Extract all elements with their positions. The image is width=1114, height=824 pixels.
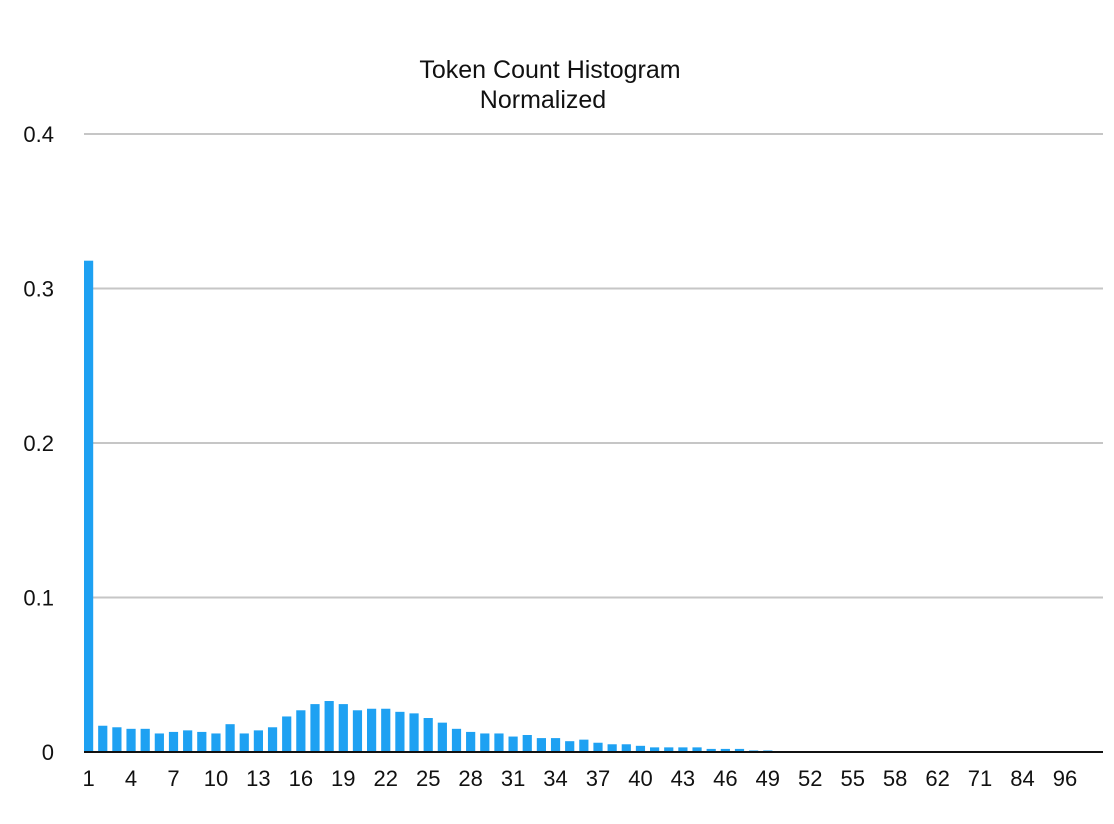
histogram-bar bbox=[367, 708, 377, 752]
histogram-bar bbox=[720, 748, 730, 752]
histogram-bar bbox=[678, 747, 688, 752]
histogram-bar bbox=[168, 731, 179, 752]
histogram-bar bbox=[536, 738, 546, 752]
x-tick-label: 49 bbox=[756, 766, 780, 791]
x-tick-label: 71 bbox=[968, 766, 992, 791]
histogram-bar bbox=[607, 744, 617, 752]
bar-layer bbox=[84, 260, 773, 752]
histogram-bar bbox=[706, 748, 716, 752]
histogram-bar bbox=[126, 728, 136, 752]
histogram-bar bbox=[664, 747, 674, 752]
histogram-bar bbox=[508, 736, 518, 752]
x-tick-label: 13 bbox=[246, 766, 270, 791]
x-tick-label: 55 bbox=[840, 766, 864, 791]
histogram-bar bbox=[112, 727, 122, 752]
x-tick-label: 28 bbox=[458, 766, 482, 791]
x-tick-label: 46 bbox=[713, 766, 737, 791]
histogram-bar bbox=[550, 738, 561, 752]
histogram-bar bbox=[734, 748, 745, 752]
x-tick-label: 19 bbox=[331, 766, 355, 791]
chart-title: Token Count Histogram bbox=[419, 56, 680, 84]
x-tick-label: 43 bbox=[671, 766, 695, 791]
histogram-bar bbox=[451, 728, 462, 752]
histogram-bar bbox=[324, 701, 334, 752]
x-tick-label: 62 bbox=[925, 766, 949, 791]
x-tick-label: 7 bbox=[167, 766, 179, 791]
x-tick-label: 58 bbox=[883, 766, 907, 791]
y-label-layer: 0 0.1 0.2 0.3 0.4 bbox=[23, 122, 54, 765]
x-tick-label: 10 bbox=[204, 766, 228, 791]
histogram-bar bbox=[409, 713, 419, 752]
histogram-bar bbox=[692, 747, 702, 752]
y-tick-label: 0.2 bbox=[23, 431, 54, 456]
histogram-bar bbox=[225, 724, 235, 752]
y-tick-label: 0.1 bbox=[23, 586, 54, 611]
chart-subtitle: Normalized bbox=[480, 86, 606, 114]
histogram-bar bbox=[650, 747, 660, 752]
x-tick-label: 40 bbox=[628, 766, 652, 791]
histogram-bar bbox=[253, 730, 263, 752]
x-tick-label: 52 bbox=[798, 766, 822, 791]
histogram-bar bbox=[338, 704, 348, 752]
x-tick-label: 31 bbox=[501, 766, 525, 791]
x-tick-label: 84 bbox=[1010, 766, 1034, 791]
x-tick-label: 4 bbox=[125, 766, 137, 791]
histogram-bar bbox=[565, 741, 575, 752]
histogram-bar bbox=[437, 722, 447, 752]
histogram-bar bbox=[197, 731, 207, 752]
x-label-layer: 1 4 7 10 13 16 19 22 25 28 31 34 37 40 43 46 49 52 55 58 62 7… bbox=[82, 766, 1077, 791]
histogram-bar bbox=[84, 260, 94, 752]
histogram-bar bbox=[98, 725, 108, 752]
histogram-bar bbox=[423, 718, 433, 752]
histogram-bar bbox=[183, 730, 193, 752]
histogram-bar bbox=[352, 710, 363, 752]
histogram-bar bbox=[211, 733, 221, 752]
x-tick-label: 34 bbox=[543, 766, 567, 791]
histogram-bar bbox=[267, 727, 278, 752]
histogram-bar bbox=[466, 731, 476, 752]
histogram-bar bbox=[494, 733, 504, 752]
histogram-bar bbox=[635, 745, 646, 752]
x-tick-label: 96 bbox=[1053, 766, 1077, 791]
histogram-bar bbox=[480, 733, 490, 752]
grid-layer bbox=[84, 133, 1103, 599]
y-tick-label: 0.4 bbox=[23, 122, 54, 147]
x-tick-label: 22 bbox=[374, 766, 398, 791]
histogram-bar bbox=[593, 742, 603, 752]
histogram-bar bbox=[282, 716, 292, 752]
histogram-bar bbox=[579, 739, 589, 752]
histogram-bar bbox=[239, 733, 249, 752]
x-tick-label: 1 bbox=[82, 766, 94, 791]
histogram-bar bbox=[140, 728, 150, 752]
x-tick-label: 37 bbox=[586, 766, 610, 791]
y-tick-label: 0.3 bbox=[23, 277, 54, 302]
histogram-bar bbox=[310, 704, 320, 752]
histogram-bar bbox=[395, 711, 405, 752]
x-tick-label: 25 bbox=[416, 766, 440, 791]
histogram-bar bbox=[621, 744, 631, 752]
y-tick-label: 0 bbox=[42, 740, 54, 765]
histogram-bar bbox=[522, 735, 532, 752]
histogram-bar bbox=[154, 733, 164, 752]
histogram-bar bbox=[381, 708, 391, 752]
x-tick-label: 16 bbox=[289, 766, 313, 791]
histogram-bar bbox=[296, 710, 306, 752]
